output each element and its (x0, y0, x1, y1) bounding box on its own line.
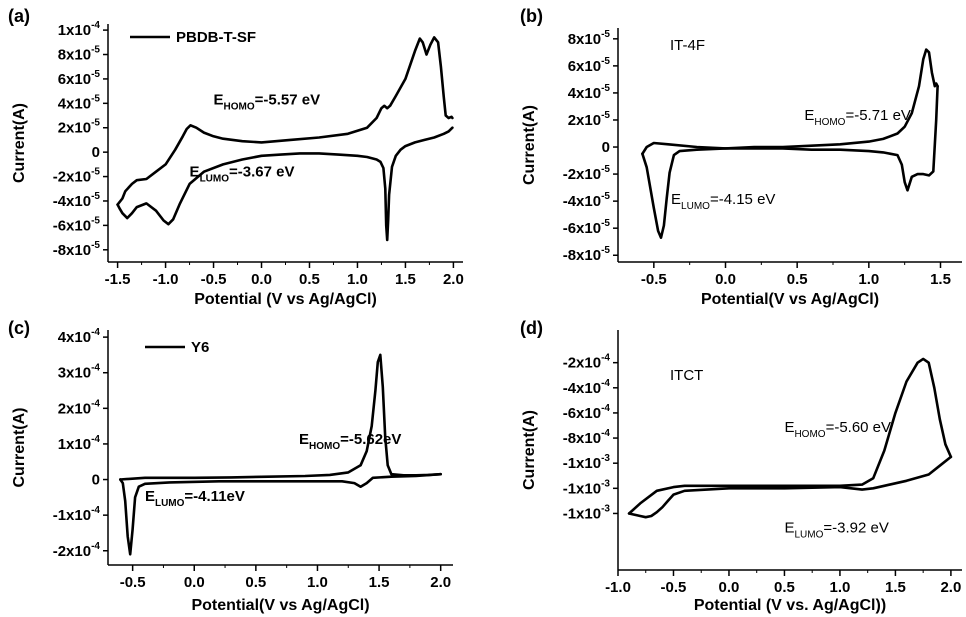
x-tick-label: -0.5 (661, 579, 687, 596)
y-axis-label: Current(A) (521, 410, 538, 490)
panel-label: (d) (520, 318, 543, 338)
y-tick-label: -8x10-4 (563, 428, 611, 447)
y-tick-label: -6x10-4 (563, 403, 611, 422)
cv-sweep-1 (119, 353, 442, 481)
y-axis-label: Current(A) (11, 408, 28, 488)
x-tick-label: 1.0 (830, 579, 851, 596)
y-tick-label: -2x10-4 (563, 353, 611, 372)
energy-annotation: ELUMO=-3.92 eV (784, 519, 888, 540)
cv-sweep-2 (641, 84, 939, 192)
panel-2: (b) -0.5 0.0 0.5 1.0 1.5 8x10-5 6x10-5 4x10-5 2x1… (520, 6, 962, 308)
x-tick-label: 0.0 (251, 271, 272, 288)
y-tick-label: -6x10-5 (563, 218, 611, 237)
legend-label: Y6 (191, 339, 209, 356)
y-tick-label: -1x10-4 (53, 505, 101, 524)
y-tick-label: -2x10-4 (53, 541, 101, 560)
cv-sweep-1 (641, 48, 939, 239)
x-tick-label: -1.0 (605, 579, 631, 596)
y-tick-label: 4x10-5 (58, 93, 101, 112)
x-tick-label: -0.5 (120, 574, 146, 591)
y-tick-label: 3x10-4 (58, 363, 101, 382)
panel-4: (d) -1.0 -0.5 0.0 0.5 1.0 1.5 2.0 -2x10-4 -4x10-4… (520, 318, 962, 614)
cv-sweep-1 (627, 357, 953, 515)
x-tick-label: 2.0 (940, 579, 961, 596)
cv-sweep-1 (116, 36, 454, 206)
energy-annotation: ELUMO=-4.11eV (145, 488, 245, 509)
y-tick-label: -8x10-5 (563, 245, 611, 264)
y-tick-label: 0 (92, 144, 100, 161)
y-tick-label: -8x10-5 (53, 240, 101, 259)
y-tick-label: 2x10-5 (58, 118, 101, 137)
panel-1: (a) -1.5 -1.0 -0.5 0.0 0.5 1.0 1.5 2.0 1x10-4 8x10… (8, 6, 464, 308)
y-tick-label: -2x10-5 (53, 167, 101, 186)
x-tick-label: -1.0 (153, 271, 179, 288)
cv-sweep-2 (116, 126, 454, 242)
y-tick-label: 6x10-5 (58, 69, 101, 88)
y-tick-label: 0 (92, 472, 100, 489)
x-tick-label: 1.0 (858, 271, 879, 288)
x-tick-label: 1.0 (347, 271, 368, 288)
y-tick-label: 0 (602, 139, 610, 156)
y-tick-label: 2x10-4 (58, 398, 101, 417)
x-tick-label: 2.0 (443, 271, 464, 288)
x-axis-label: Potential(V vs Ag/AgCl) (701, 291, 879, 308)
panel-label: (b) (520, 6, 543, 26)
y-tick-label: -4x10-5 (53, 191, 101, 210)
x-tick-label: 1.5 (885, 579, 906, 596)
x-tick-label: 1.5 (395, 271, 416, 288)
legend-label: ITCT (670, 367, 703, 384)
y-tick-label: 1x10-4 (58, 434, 101, 453)
x-tick-label: 0.5 (774, 579, 795, 596)
y-tick-label: -6x10-5 (53, 215, 101, 234)
y-tick-label: 8x10-5 (58, 45, 101, 64)
x-tick-label: -0.5 (201, 271, 227, 288)
y-tick-label: 4x10-5 (568, 83, 611, 102)
energy-annotation: EHOMO=-5.71 eV (804, 107, 911, 128)
y-tick-label: -4x10-5 (563, 191, 611, 210)
x-tick-label: -0.5 (641, 271, 667, 288)
y-tick-label: 1x10-4 (58, 20, 101, 39)
y-tick-label: -4x10-4 (563, 378, 611, 397)
x-tick-label: 1.0 (307, 574, 328, 591)
y-tick-label: 6x10-5 (568, 56, 611, 75)
energy-annotation: ELUMO=-4.15 eV (671, 191, 775, 212)
y-tick-label: -2x10-5 (563, 164, 611, 183)
y-tick-label: 4x10-4 (58, 327, 101, 346)
energy-annotation: ELUMO=-3.67 eV (190, 164, 295, 185)
x-axis-label: Potential(V vs Ag/AgCl) (191, 597, 369, 614)
legend-label: PBDB-T-SF (176, 29, 256, 46)
x-tick-label: 0.5 (245, 574, 266, 591)
cv-sweep-2 (119, 472, 442, 556)
y-axis-label: Current(A) (521, 105, 538, 185)
y-tick-label: -1x10-3 (563, 503, 611, 522)
energy-annotation: EHOMO=-5.60 eV (784, 419, 891, 440)
x-axis-label: Potential (V vs Ag/AgCl) (194, 291, 377, 308)
x-tick-label: -1.5 (105, 271, 131, 288)
y-tick-label: 8x10-5 (568, 29, 611, 48)
x-axis-label: Potential (V vs. Ag/AgCl)) (694, 597, 886, 614)
cv-sweep-2 (627, 455, 953, 519)
x-tick-label: 0.0 (715, 271, 736, 288)
energy-annotation: EHOMO=-5.57 eV (214, 92, 321, 113)
x-tick-label: 0.0 (719, 579, 740, 596)
y-axis-label: Current(A) (11, 103, 28, 183)
panel-3: (c) -0.5 0.0 0.5 1.0 1.5 2.0 4x10-4 3x10-4 2x10-4… (8, 318, 453, 614)
panel-label: (c) (8, 318, 30, 338)
y-tick-label: 2x10-5 (568, 110, 611, 129)
x-tick-label: 1.5 (930, 271, 951, 288)
legend-label: IT-4F (670, 37, 705, 54)
y-tick-label: -1x10-3 (563, 478, 611, 497)
x-tick-label: 0.5 (787, 271, 808, 288)
panel-label: (a) (8, 6, 30, 26)
x-tick-label: 0.0 (184, 574, 205, 591)
x-tick-label: 1.5 (369, 574, 390, 591)
x-tick-label: 2.0 (430, 574, 451, 591)
y-tick-label: -1x10-3 (563, 453, 611, 472)
x-tick-label: 0.5 (299, 271, 320, 288)
